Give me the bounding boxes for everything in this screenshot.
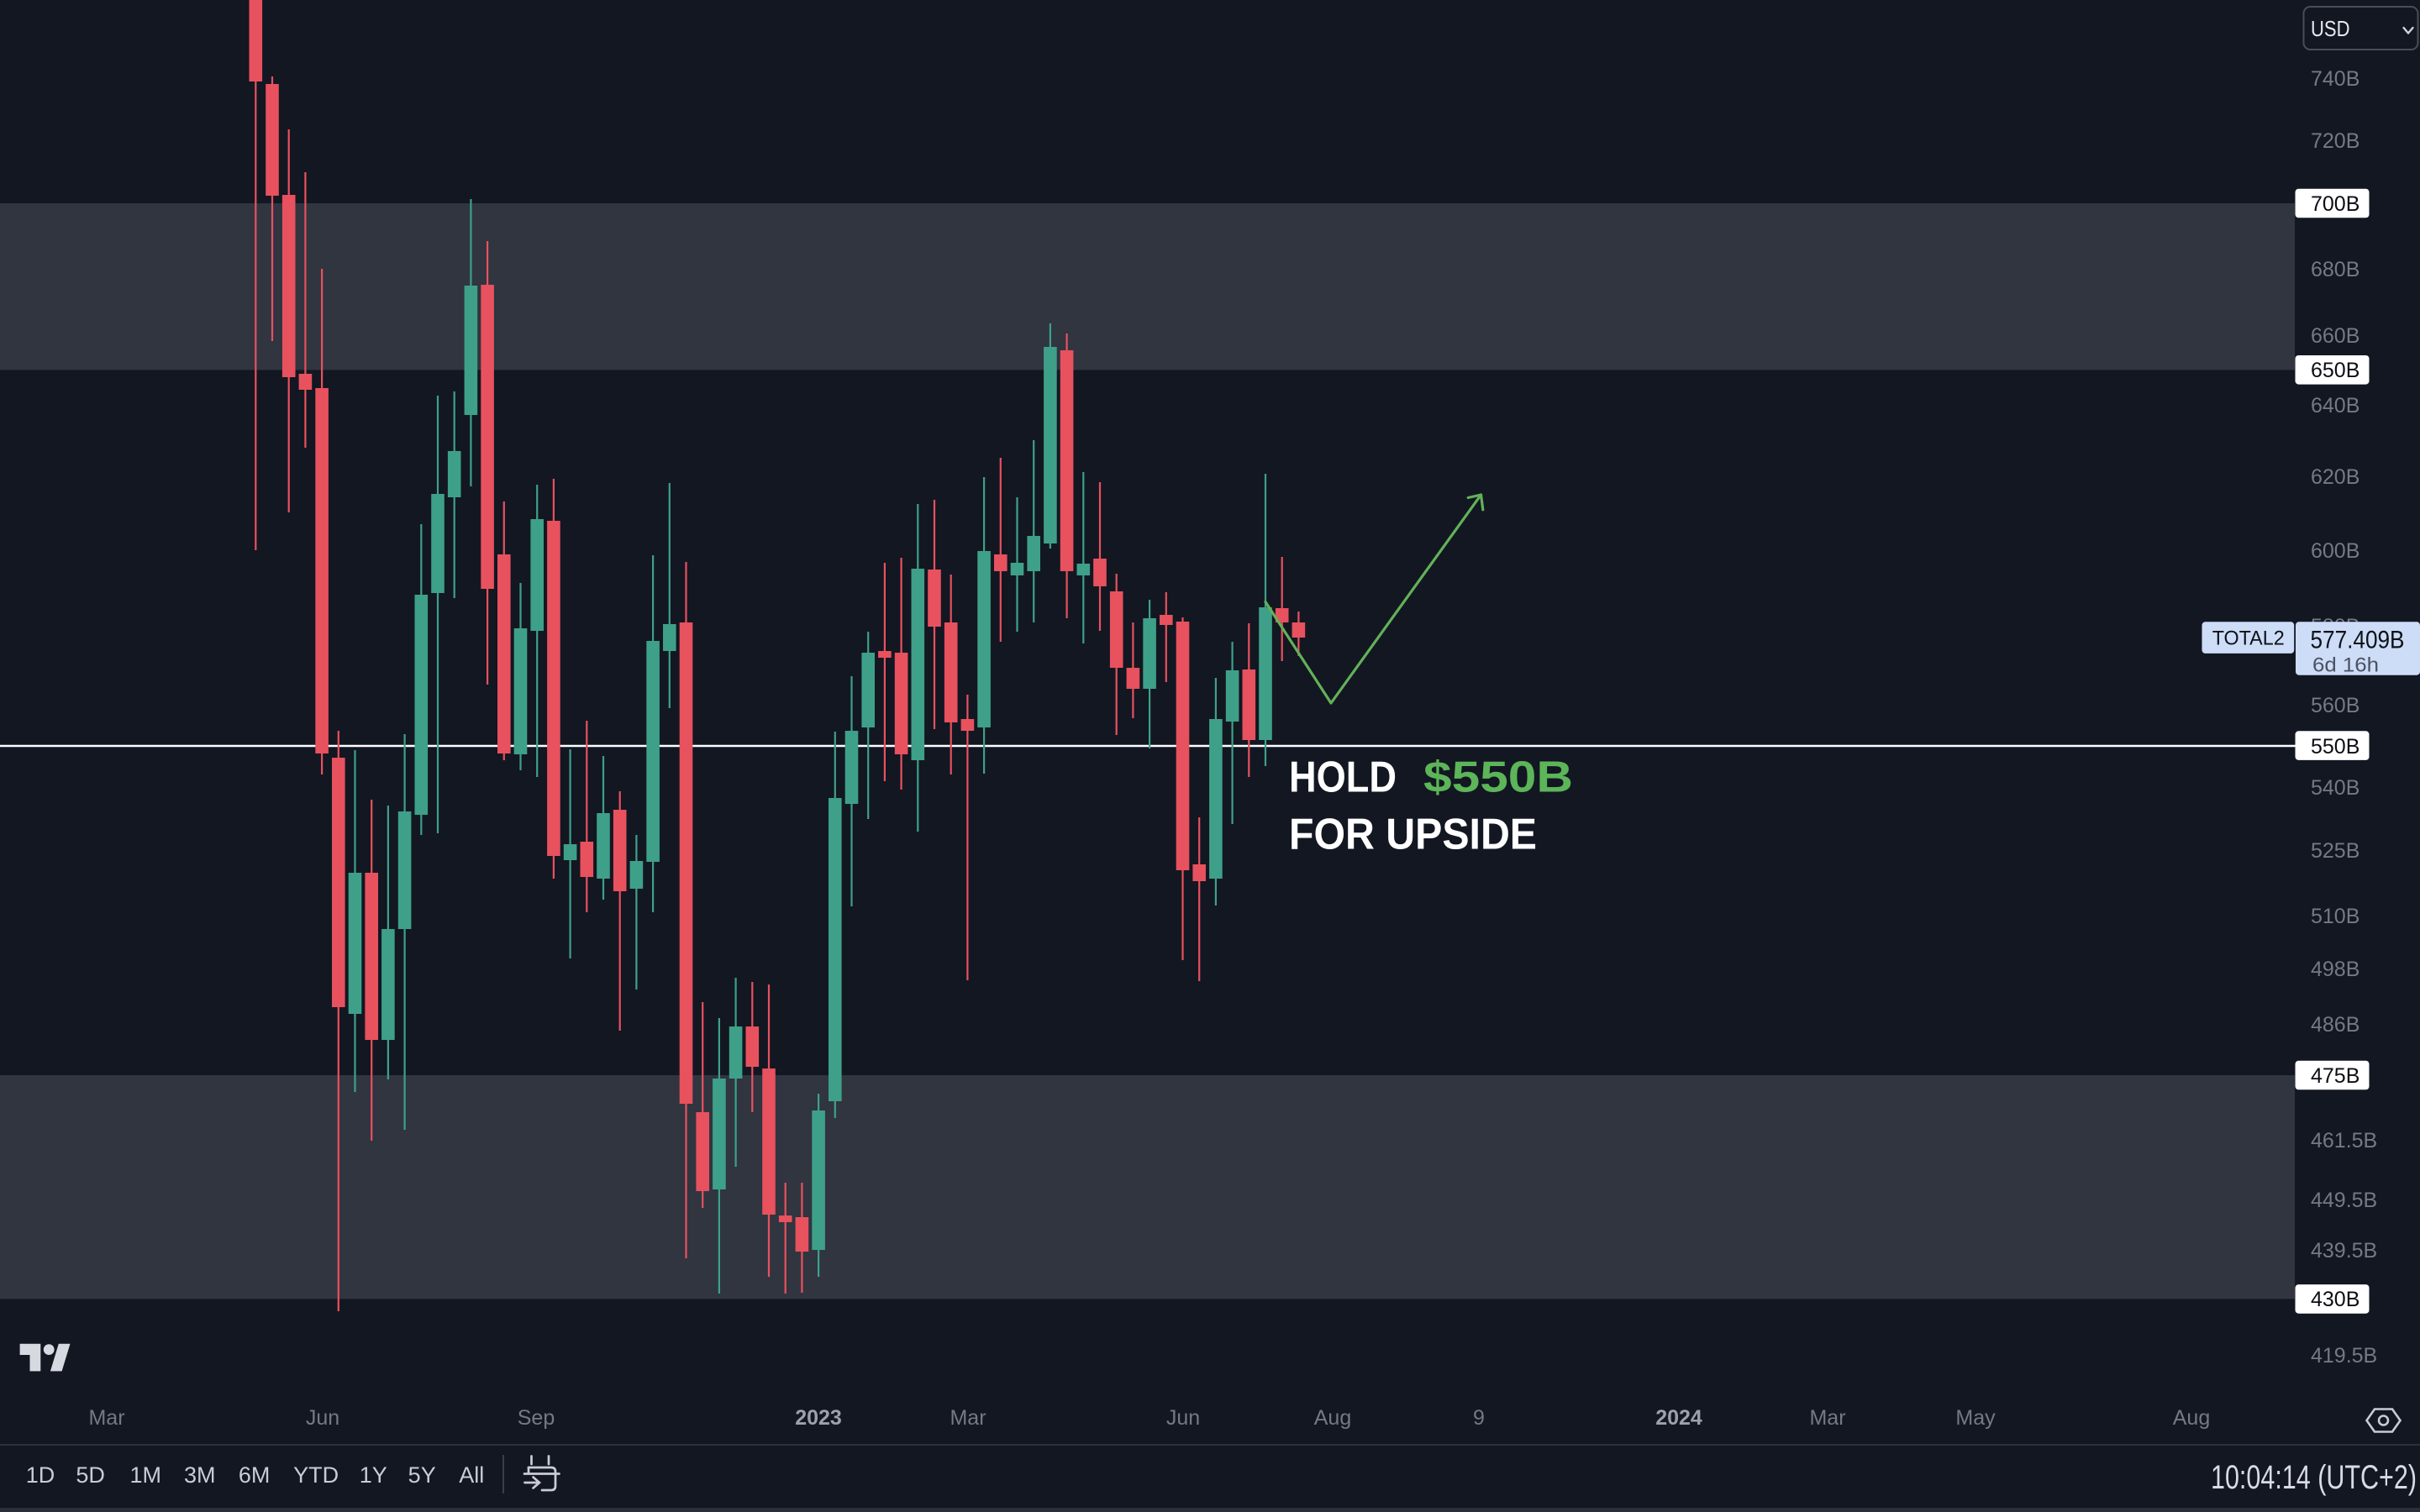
svg-text:700B: 700B (2311, 192, 2360, 216)
svg-text:May: May (1955, 1406, 1996, 1430)
svg-text:Mar: Mar (88, 1406, 124, 1430)
svg-text:6M: 6M (239, 1462, 271, 1488)
svg-text:All: All (459, 1462, 484, 1488)
svg-text:Jun: Jun (306, 1406, 339, 1430)
svg-text:Aug: Aug (2173, 1406, 2210, 1430)
svg-text:9: 9 (1473, 1406, 1485, 1430)
svg-text:720B: 720B (2311, 129, 2360, 153)
svg-text:486B: 486B (2311, 1013, 2360, 1037)
svg-text:Mar: Mar (1809, 1406, 1845, 1430)
svg-text:550B: 550B (2311, 735, 2360, 759)
svg-text:Aug: Aug (1314, 1406, 1351, 1430)
svg-text:640B: 640B (2311, 394, 2360, 417)
svg-text:439.5B: 439.5B (2311, 1239, 2377, 1263)
svg-text:1Y: 1Y (360, 1462, 387, 1488)
svg-text:680B: 680B (2311, 258, 2360, 281)
svg-text:5D: 5D (76, 1462, 105, 1488)
svg-text:Mar: Mar (950, 1406, 986, 1430)
svg-text:560B: 560B (2311, 694, 2360, 717)
svg-text:1D: 1D (26, 1462, 55, 1488)
svg-text:USD: USD (2311, 16, 2350, 41)
svg-text:600B: 600B (2311, 539, 2360, 563)
svg-text:740B: 740B (2311, 67, 2360, 91)
svg-text:3M: 3M (184, 1462, 216, 1488)
svg-text:2023: 2023 (795, 1406, 842, 1430)
svg-text:6d 16h: 6d 16h (2312, 654, 2379, 677)
svg-text:461.5B: 461.5B (2311, 1129, 2377, 1152)
svg-text:540B: 540B (2311, 776, 2360, 800)
svg-text:419.5B: 419.5B (2311, 1344, 2377, 1368)
svg-text:HOLD: HOLD (1289, 753, 1397, 802)
svg-text:620B: 620B (2311, 465, 2360, 489)
svg-text:525B: 525B (2311, 839, 2360, 863)
svg-text:449.5B: 449.5B (2311, 1189, 2377, 1212)
svg-text:475B: 475B (2311, 1064, 2360, 1088)
svg-text:FOR UPSIDE: FOR UPSIDE (1289, 810, 1537, 858)
svg-text:498B: 498B (2311, 958, 2360, 981)
svg-text:2024: 2024 (1655, 1406, 1702, 1430)
svg-text:TOTAL2: TOTAL2 (2212, 627, 2285, 650)
svg-text:1M: 1M (130, 1462, 162, 1488)
svg-text:430B: 430B (2311, 1288, 2360, 1311)
svg-text:10:04:14 (UTC+2): 10:04:14 (UTC+2) (2211, 1459, 2417, 1496)
svg-text:650B: 650B (2311, 359, 2360, 382)
svg-text:510B: 510B (2311, 905, 2360, 928)
svg-text:Jun: Jun (1166, 1406, 1200, 1430)
svg-text:5Y: 5Y (408, 1462, 436, 1488)
svg-text:Sep: Sep (518, 1406, 555, 1430)
svg-text:660B: 660B (2311, 324, 2360, 348)
svg-text:YTD: YTD (293, 1462, 339, 1488)
svg-text:$550B: $550B (1423, 753, 1573, 802)
svg-text:577.409B: 577.409B (2311, 627, 2405, 654)
